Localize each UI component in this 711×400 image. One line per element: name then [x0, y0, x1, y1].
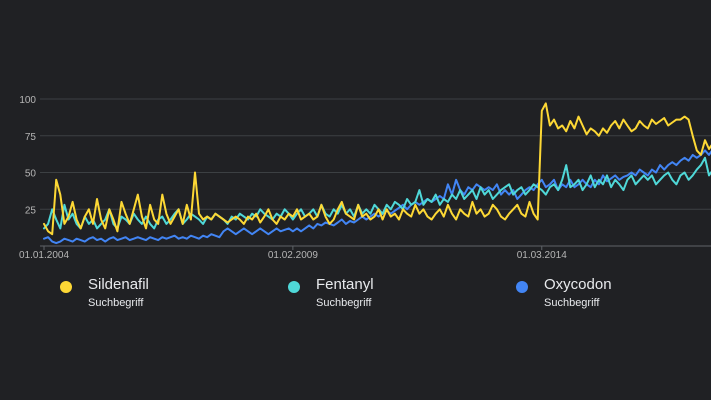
y-tick-label: 50	[25, 169, 37, 180]
series-line-oxycodon[interactable]	[43, 143, 711, 245]
series-lines[interactable]	[43, 102, 711, 245]
legend-dot-icon	[516, 281, 528, 293]
chart-legend: Sildenafil Suchbegriff Fentanyl Suchbegr…	[0, 276, 711, 336]
y-axis-ticks: 25 50 75 100	[19, 95, 36, 216]
legend-series-name: Sildenafil	[88, 276, 149, 293]
legend-series-name: Fentanyl	[316, 276, 374, 293]
legend-dot-icon	[60, 281, 72, 293]
x-tick-label: 01.02.2009	[268, 250, 318, 261]
x-tick-label: 01.01.2004	[19, 250, 69, 261]
y-tick-label: 100	[19, 95, 36, 106]
x-axis-ticks: 01.01.2004 01.02.2009 01.03.2014	[19, 246, 567, 261]
series-line-sildenafil[interactable]	[43, 102, 711, 236]
legend-series-sub: Suchbegriff	[544, 297, 600, 309]
legend-series-sub: Suchbegriff	[316, 297, 372, 309]
legend-dot-icon	[288, 281, 300, 293]
legend-series-sub: Suchbegriff	[88, 297, 144, 309]
y-tick-label: 75	[25, 132, 37, 143]
x-tick-label: 01.03.2014	[517, 250, 567, 261]
legend-series-name: Oxycodon	[544, 276, 612, 293]
y-tick-label: 25	[25, 205, 37, 216]
grid-lines	[40, 98, 711, 247]
series-line-fentanyl[interactable]	[43, 140, 711, 230]
